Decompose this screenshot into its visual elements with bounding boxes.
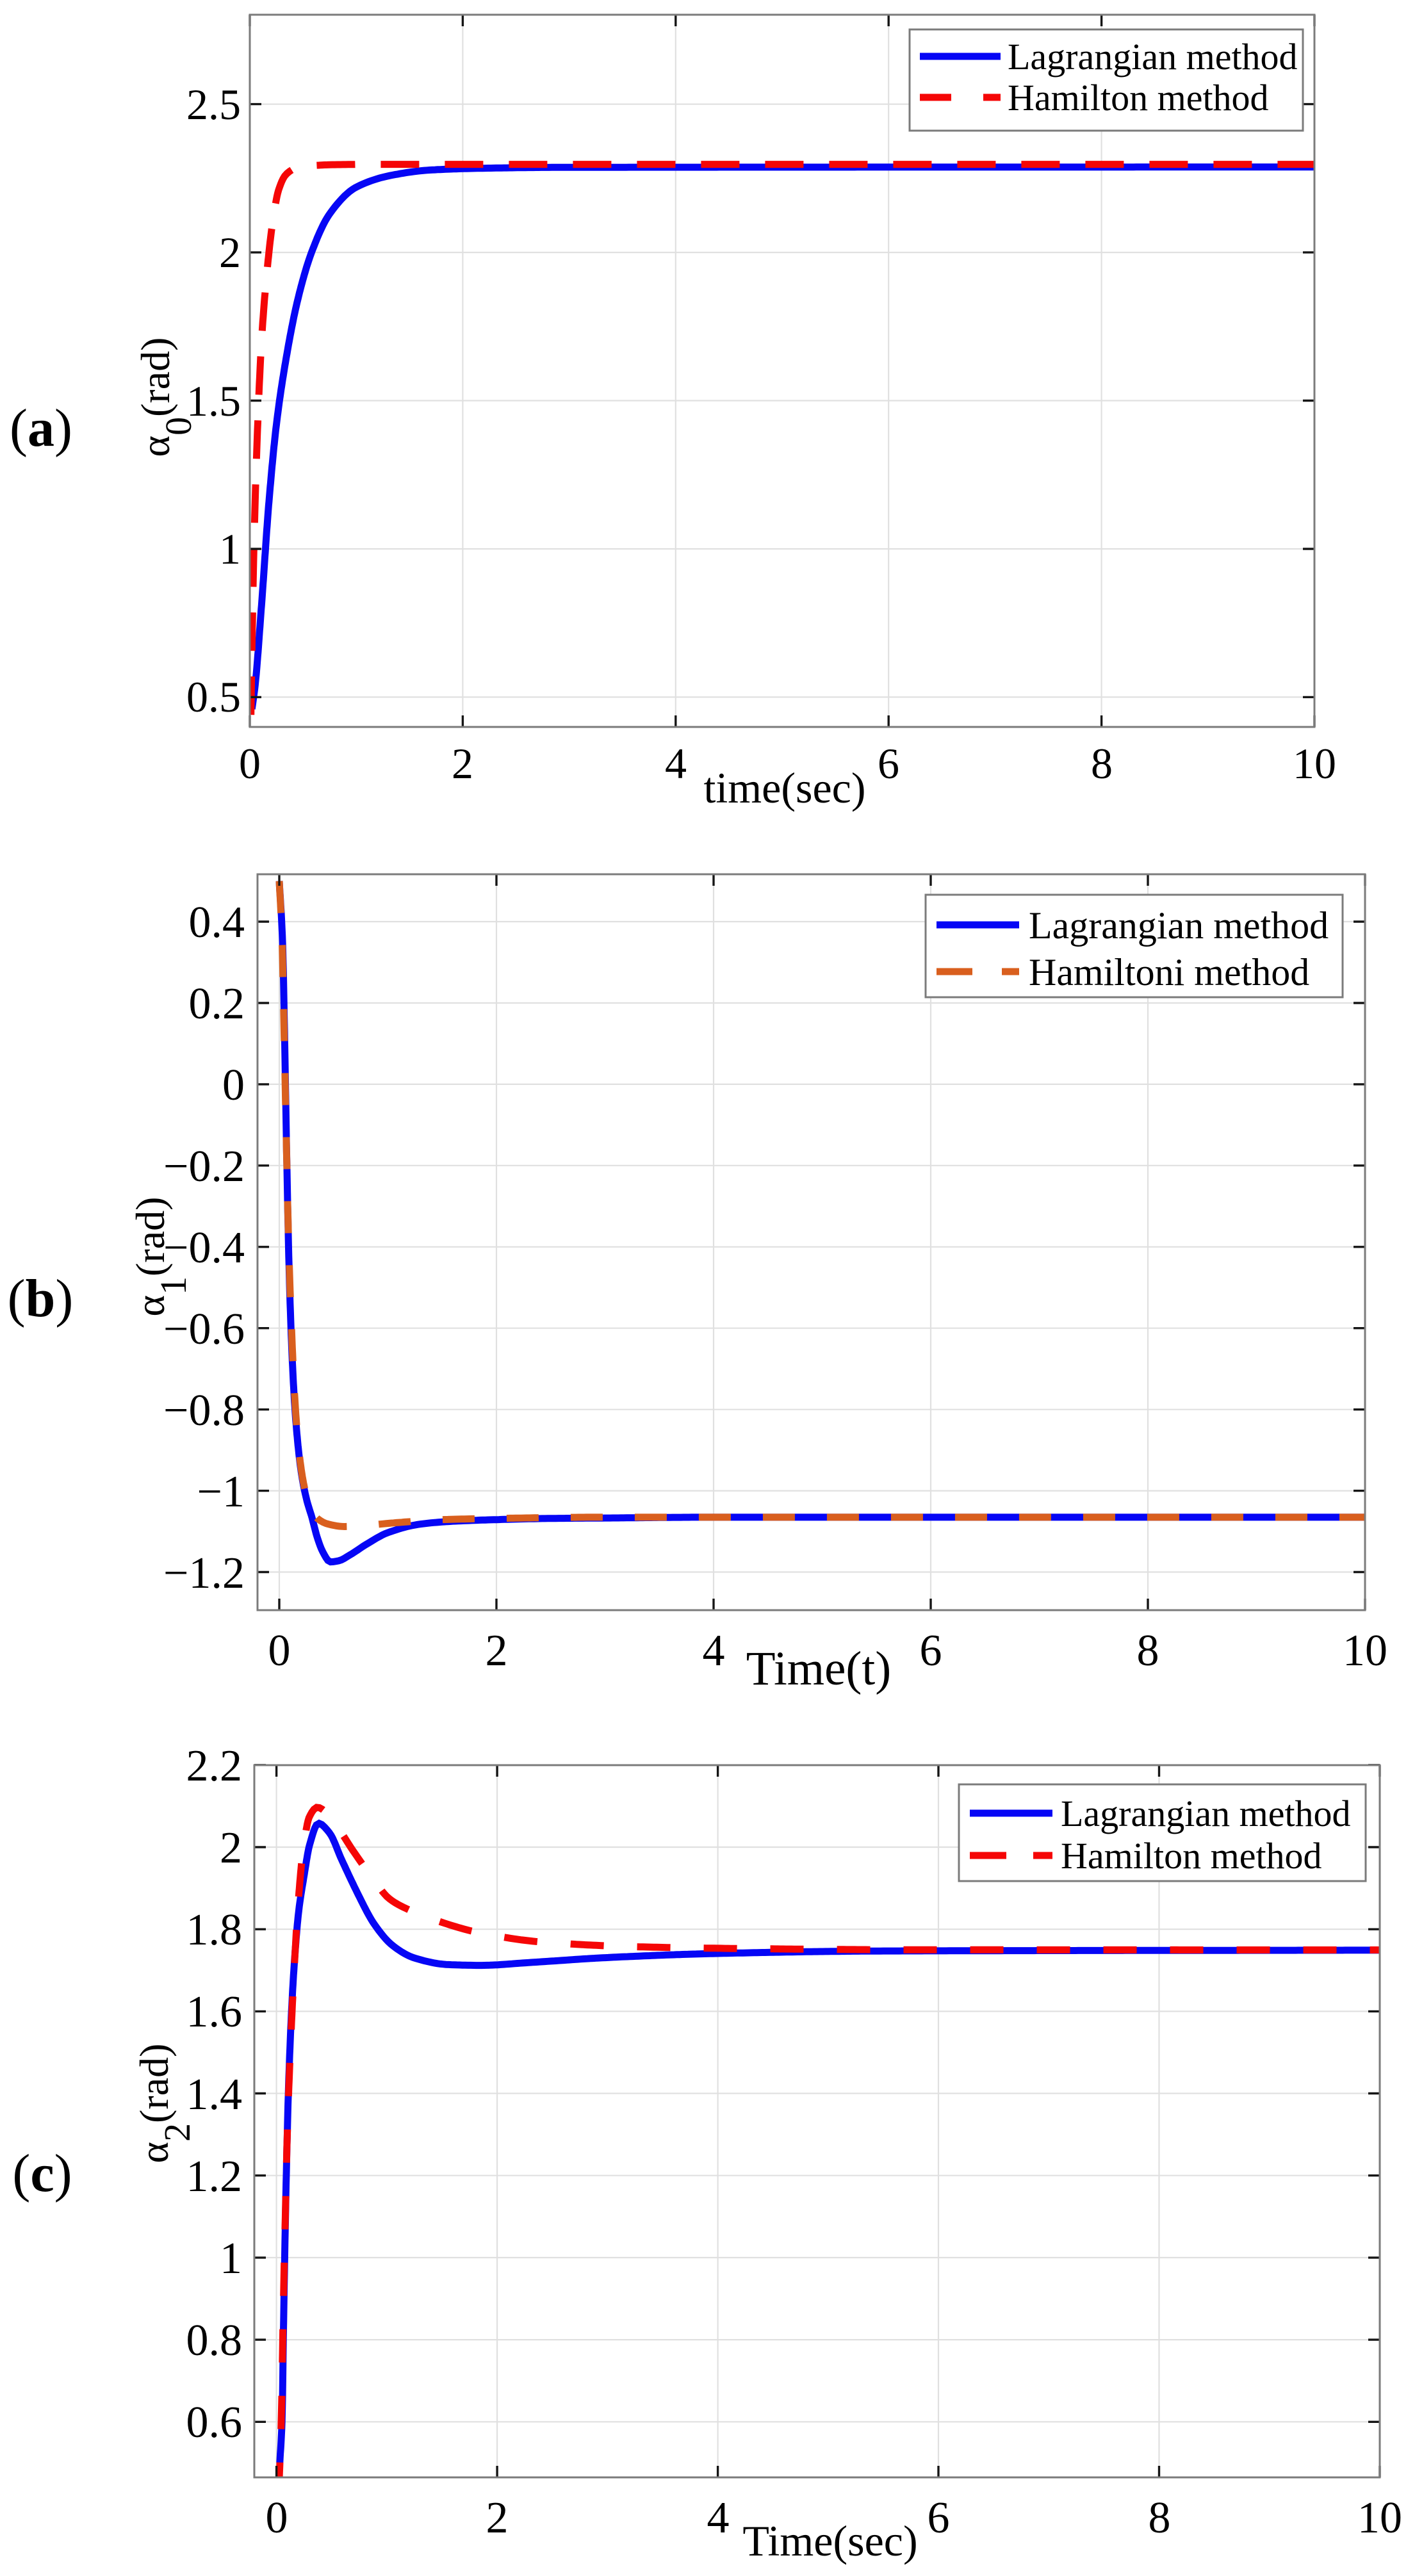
- svg-text:1.8: 1.8: [186, 1905, 243, 1955]
- svg-text:(c): (c): [12, 2144, 72, 2203]
- svg-text:1.4: 1.4: [186, 2070, 243, 2119]
- svg-text:0.2: 0.2: [189, 979, 245, 1029]
- svg-text:2: 2: [452, 739, 473, 788]
- svg-text:0: 0: [222, 1061, 245, 1110]
- svg-text:time(sec): time(sec): [704, 763, 866, 812]
- svg-text:2: 2: [219, 228, 241, 277]
- svg-text:6: 6: [878, 739, 899, 788]
- svg-text:2: 2: [486, 1626, 508, 1675]
- svg-text:0: 0: [266, 2493, 288, 2543]
- svg-text:−0.6: −0.6: [163, 1305, 245, 1354]
- svg-text:0: 0: [239, 739, 261, 788]
- svg-text:1: 1: [219, 525, 241, 573]
- svg-text:−0.8: −0.8: [163, 1386, 245, 1435]
- svg-text:1.6: 1.6: [186, 1987, 243, 2037]
- svg-text:0: 0: [268, 1626, 291, 1675]
- svg-text:10: 10: [1293, 739, 1336, 788]
- svg-text:10: 10: [1343, 1626, 1387, 1675]
- svg-text:1.5: 1.5: [186, 377, 241, 425]
- svg-text:Lagrangian method: Lagrangian method: [1061, 1793, 1351, 1834]
- svg-text:−0.4: −0.4: [163, 1223, 245, 1273]
- svg-text:−0.2: −0.2: [163, 1142, 245, 1191]
- svg-text:0.4: 0.4: [189, 898, 245, 947]
- svg-text:8: 8: [1149, 2493, 1171, 2543]
- svg-text:Hamilton method: Hamilton method: [1061, 1835, 1322, 1877]
- svg-text:4: 4: [665, 739, 687, 788]
- svg-text:6: 6: [928, 2493, 950, 2543]
- svg-text:Lagrangian method: Lagrangian method: [1008, 36, 1298, 77]
- svg-text:0.6: 0.6: [186, 2398, 243, 2447]
- svg-text:4: 4: [707, 2493, 730, 2543]
- svg-text:1.2: 1.2: [186, 2152, 243, 2201]
- svg-text:6: 6: [920, 1626, 942, 1675]
- svg-text:−1: −1: [197, 1467, 245, 1517]
- svg-text:(a): (a): [10, 398, 72, 458]
- svg-text:−1.2: −1.2: [163, 1549, 245, 1598]
- svg-text:Hamiltoni method: Hamiltoni method: [1029, 951, 1309, 993]
- svg-text:Time(sec): Time(sec): [742, 2516, 917, 2565]
- svg-text:Lagrangian method: Lagrangian method: [1029, 904, 1329, 947]
- svg-text:Hamilton method: Hamilton method: [1008, 77, 1269, 118]
- svg-text:8: 8: [1137, 1626, 1159, 1675]
- svg-text:4: 4: [703, 1626, 725, 1675]
- svg-text:0.8: 0.8: [186, 2316, 243, 2365]
- svg-text:2.5: 2.5: [186, 80, 241, 129]
- svg-text:2: 2: [220, 1823, 242, 1873]
- svg-text:(b): (b): [8, 1269, 74, 1328]
- svg-text:8: 8: [1091, 739, 1113, 788]
- svg-text:2.2: 2.2: [186, 1741, 243, 1791]
- svg-text:2: 2: [486, 2493, 509, 2543]
- svg-text:Time(t): Time(t): [746, 1642, 891, 1695]
- svg-text:1: 1: [220, 2234, 242, 2283]
- svg-text:10: 10: [1357, 2493, 1402, 2543]
- svg-text:0.5: 0.5: [186, 673, 241, 721]
